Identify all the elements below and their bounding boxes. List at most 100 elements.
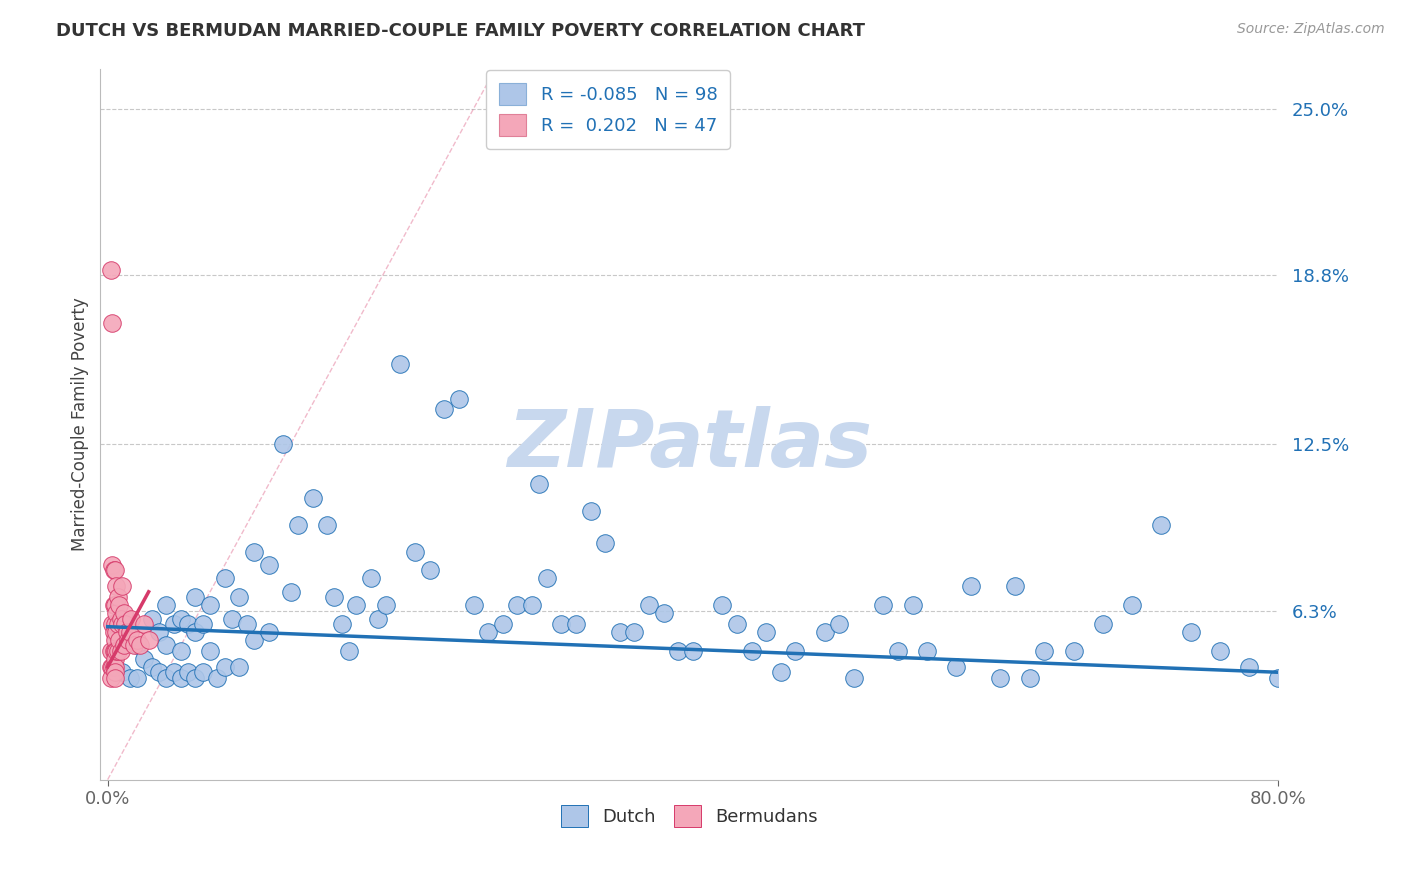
Point — [104, 665, 127, 680]
Point — [520, 598, 543, 612]
Point — [148, 665, 170, 680]
Point — [360, 571, 382, 585]
Point — [214, 571, 236, 585]
Point — [104, 617, 127, 632]
Point — [177, 665, 200, 680]
Point — [104, 671, 127, 685]
Point — [257, 625, 280, 640]
Point — [125, 671, 148, 685]
Point — [191, 665, 214, 680]
Point — [122, 639, 145, 653]
Point — [901, 598, 924, 612]
Text: DUTCH VS BERMUDAN MARRIED-COUPLE FAMILY POVERTY CORRELATION CHART: DUTCH VS BERMUDAN MARRIED-COUPLE FAMILY … — [56, 22, 865, 40]
Point — [463, 598, 485, 612]
Point — [301, 491, 323, 505]
Point — [107, 590, 129, 604]
Point — [565, 617, 588, 632]
Point — [374, 598, 396, 612]
Point — [104, 644, 127, 658]
Point — [492, 617, 515, 632]
Point — [112, 606, 135, 620]
Point — [316, 517, 339, 532]
Point — [184, 671, 207, 685]
Point — [1209, 644, 1232, 658]
Point — [609, 625, 631, 640]
Point — [107, 617, 129, 632]
Y-axis label: Married-Couple Family Poverty: Married-Couple Family Poverty — [72, 297, 89, 551]
Point — [1237, 660, 1260, 674]
Point — [100, 644, 122, 658]
Point — [108, 598, 131, 612]
Point — [125, 633, 148, 648]
Point — [682, 644, 704, 658]
Point — [593, 536, 616, 550]
Point — [367, 612, 389, 626]
Point — [155, 598, 177, 612]
Point — [447, 392, 470, 406]
Point — [141, 612, 163, 626]
Point — [243, 544, 266, 558]
Text: Source: ZipAtlas.com: Source: ZipAtlas.com — [1237, 22, 1385, 37]
Point — [108, 633, 131, 648]
Point — [100, 660, 122, 674]
Point — [287, 517, 309, 532]
Point — [346, 598, 368, 612]
Point — [191, 617, 214, 632]
Point — [741, 644, 763, 658]
Point — [257, 558, 280, 572]
Point — [433, 402, 456, 417]
Point — [111, 617, 134, 632]
Point — [101, 317, 124, 331]
Point — [101, 558, 124, 572]
Point — [111, 579, 134, 593]
Point — [1018, 671, 1040, 685]
Point — [184, 625, 207, 640]
Point — [125, 639, 148, 653]
Point — [529, 477, 551, 491]
Point — [1180, 625, 1202, 640]
Point — [118, 625, 141, 640]
Point — [118, 671, 141, 685]
Point — [110, 644, 132, 658]
Point — [725, 617, 748, 632]
Point — [120, 612, 142, 626]
Point — [323, 590, 346, 604]
Point — [623, 625, 645, 640]
Point — [105, 625, 128, 640]
Point — [235, 617, 257, 632]
Point — [148, 625, 170, 640]
Point — [170, 612, 193, 626]
Point — [105, 579, 128, 593]
Point — [419, 563, 441, 577]
Point — [828, 617, 851, 632]
Point — [477, 625, 499, 640]
Point — [101, 660, 124, 674]
Point — [337, 644, 360, 658]
Point — [112, 639, 135, 653]
Point — [104, 660, 127, 674]
Point — [155, 639, 177, 653]
Point — [110, 612, 132, 626]
Point — [769, 665, 792, 680]
Point — [104, 598, 127, 612]
Point — [638, 598, 661, 612]
Point — [1091, 617, 1114, 632]
Point — [111, 665, 134, 680]
Point — [170, 644, 193, 658]
Point — [198, 644, 221, 658]
Point — [141, 660, 163, 674]
Point — [114, 617, 136, 632]
Point — [184, 590, 207, 604]
Point — [103, 598, 125, 612]
Point — [243, 633, 266, 648]
Point — [887, 644, 910, 658]
Text: ZIPatlas: ZIPatlas — [508, 407, 872, 484]
Point — [228, 660, 250, 674]
Point — [107, 644, 129, 658]
Point — [1063, 644, 1085, 658]
Point — [170, 671, 193, 685]
Point — [104, 563, 127, 577]
Point — [271, 437, 294, 451]
Point — [842, 671, 865, 685]
Point — [1033, 644, 1056, 658]
